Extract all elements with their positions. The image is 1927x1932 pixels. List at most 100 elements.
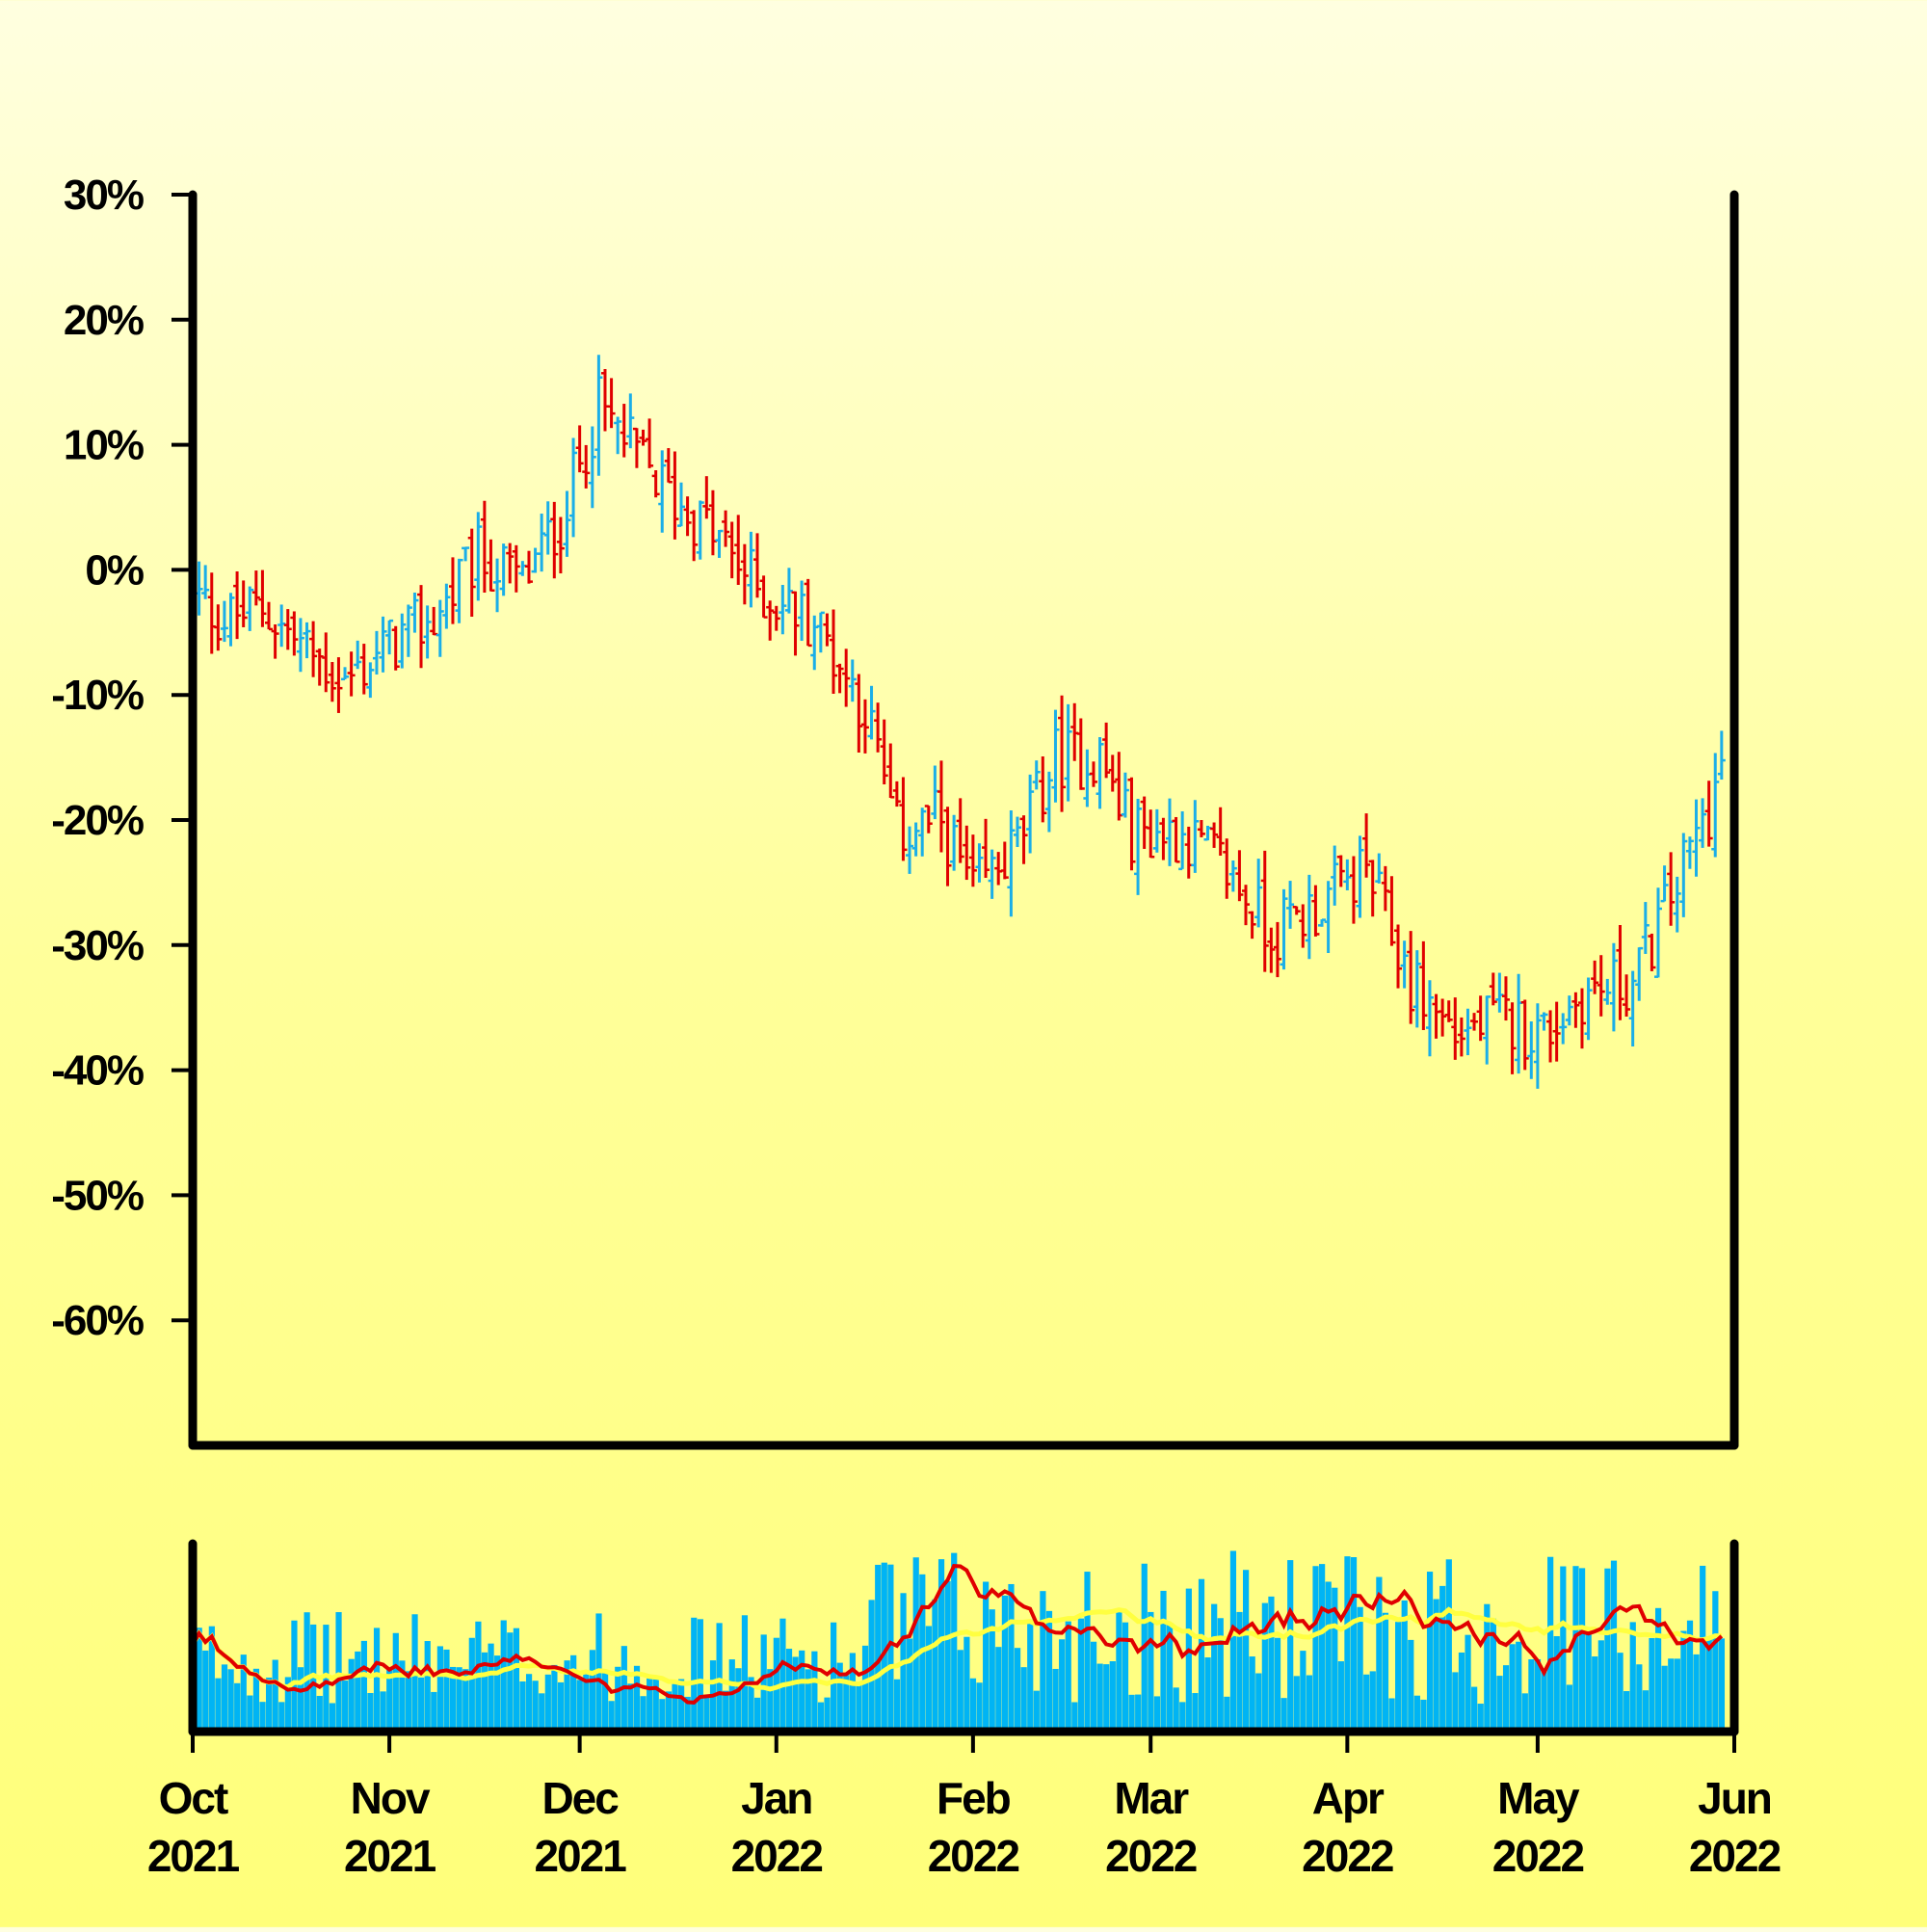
volume-bar (1249, 1656, 1255, 1732)
y-tick-label: -50% (51, 1172, 144, 1219)
volume-bar (1179, 1702, 1186, 1732)
volume-bar (1173, 1687, 1179, 1732)
x-tick-label-year: 2022 (731, 1831, 823, 1881)
volume-bar (1312, 1566, 1319, 1732)
volume-bar (932, 1599, 938, 1732)
price-bar (1311, 885, 1320, 937)
volume-bar (1059, 1639, 1066, 1732)
volume-bar (748, 1677, 754, 1732)
volume-bar (1185, 1588, 1192, 1732)
volume-bar (208, 1626, 215, 1732)
price-bar (1673, 876, 1681, 933)
volume-bar (1128, 1694, 1135, 1732)
price-bar (1318, 918, 1327, 927)
volume-bar (266, 1677, 273, 1732)
volume-bar (1388, 1698, 1395, 1732)
price-bar (988, 849, 996, 899)
price-bar (937, 760, 945, 853)
price-bar (1058, 695, 1067, 812)
price-bar (1368, 860, 1377, 917)
volume-bar (1426, 1572, 1434, 1732)
price-bar (975, 843, 984, 883)
volume-bar (1280, 1698, 1287, 1732)
price-bar (1704, 781, 1713, 847)
price-bar (779, 585, 787, 635)
price-bar (963, 825, 971, 881)
volume-bar (1319, 1564, 1326, 1732)
volume-bar (227, 1669, 234, 1732)
volume-bar (1661, 1665, 1668, 1732)
volume-bar (1306, 1675, 1313, 1732)
volume-bar (615, 1666, 621, 1732)
price-bar (556, 516, 565, 574)
volume-bar (1610, 1560, 1618, 1732)
price-bar (1235, 850, 1244, 902)
volume-bar (367, 1692, 374, 1732)
volume-bar (836, 1662, 843, 1732)
volume-bar (1674, 1658, 1680, 1732)
volume-bar (907, 1638, 913, 1732)
volume-bar (1376, 1576, 1383, 1732)
volume-ma-slow (190, 1606, 1722, 1692)
volume-bar (995, 1647, 1002, 1732)
price-bar (233, 570, 242, 640)
price-bar (1546, 1010, 1555, 1063)
x-tick-label-month: Oct (159, 1773, 228, 1823)
volume-bar (1617, 1653, 1623, 1732)
y-tick-label: -30% (51, 922, 144, 969)
price-bar (924, 805, 933, 834)
price-bar (1616, 925, 1624, 1020)
volume-bar (716, 1623, 723, 1732)
volume-bar (1135, 1694, 1142, 1732)
volume-bar (760, 1634, 767, 1732)
volume-bar (494, 1655, 501, 1732)
price-bar (855, 674, 863, 754)
volume-bar (1401, 1600, 1408, 1732)
volume-bar (329, 1703, 336, 1732)
volume-bar (856, 1682, 862, 1732)
volume-bar (1337, 1661, 1344, 1732)
volume-bar (418, 1677, 425, 1732)
price-bar (1577, 988, 1586, 1049)
price-bar (1305, 874, 1313, 960)
volume-bar (252, 1668, 260, 1732)
price-bar (1559, 1013, 1568, 1045)
price-bar (759, 575, 768, 619)
price-bar (950, 814, 959, 871)
volume-bar (1300, 1651, 1307, 1732)
price-bar (265, 601, 274, 631)
volume-bar (1014, 1648, 1021, 1732)
volume-bar (449, 1666, 457, 1732)
price-bar (588, 426, 596, 509)
volume-bar (519, 1681, 526, 1732)
volume-bar (1649, 1637, 1655, 1732)
volume-bar (304, 1612, 310, 1732)
price-bar (328, 662, 336, 702)
price-bar (1051, 709, 1060, 803)
price-bar (1679, 833, 1688, 917)
volume-bar (1274, 1637, 1281, 1732)
volume-bar (1344, 1556, 1351, 1732)
volume-bar (392, 1632, 399, 1732)
volume-bar (1509, 1644, 1516, 1732)
price-bar (848, 659, 857, 702)
volume-bar (386, 1668, 393, 1732)
price-bar (816, 611, 825, 653)
price-bar (1223, 838, 1231, 899)
volume-bar (551, 1664, 558, 1732)
volume-bar (570, 1654, 577, 1732)
price-bar (1076, 718, 1085, 790)
volume-bar (1243, 1570, 1250, 1732)
price-bar (830, 609, 838, 694)
volume-bar (1020, 1667, 1027, 1732)
volume-bar (355, 1651, 361, 1732)
volume-bar (1065, 1621, 1071, 1732)
price-bar (1501, 976, 1510, 1021)
volume-bar (1148, 1611, 1154, 1732)
volume-bar (1642, 1690, 1650, 1732)
price-bar (1260, 850, 1269, 972)
volume-bar (373, 1628, 381, 1732)
x-axis-tick-labels: Oct 2021 Nov 2021 Dec 2021 Jan 2022 Feb 2022 Mar 20… (147, 1773, 1782, 1881)
volume-bar (468, 1637, 475, 1732)
